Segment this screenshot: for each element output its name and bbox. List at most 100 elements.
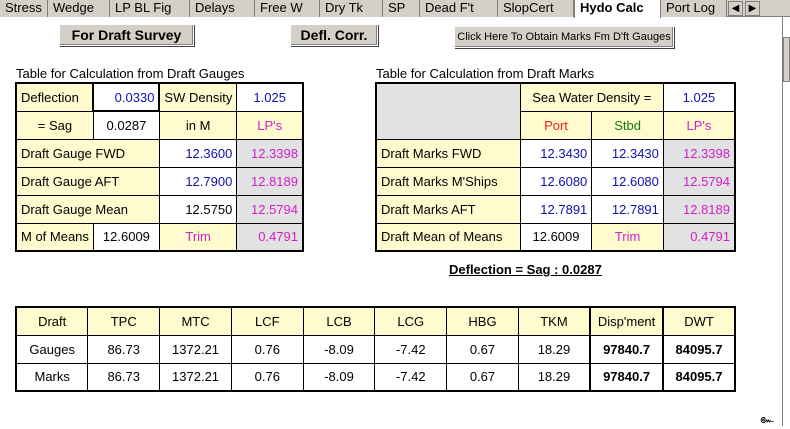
stbd-label: Stbd	[591, 110, 664, 140]
hydro-header-draft: Draft	[15, 306, 89, 336]
hydro-header-lcg: LCG	[374, 306, 448, 336]
sea-water-density-value[interactable]: 1.025	[662, 82, 736, 112]
draft-marks-mships-lp: 12.5794	[662, 166, 736, 196]
sw-density-value[interactable]: 1.025	[236, 82, 304, 112]
scrollbar-thumb[interactable]	[783, 37, 790, 82]
marks-trim-label: Trim	[591, 222, 664, 252]
tab-slopcert[interactable]: SlopCert	[498, 0, 574, 17]
trim-value: 0.4791	[236, 222, 304, 252]
hydro-cell: 0.76	[230, 362, 304, 392]
sag-value: 0.0287	[92, 110, 160, 140]
mean-of-means-value: 12.6009	[92, 222, 160, 252]
hydro-cell: Marks	[15, 362, 89, 392]
draft-marks-fwd-lp: 12.3398	[662, 138, 736, 168]
hydro-header-dwt: DWT	[662, 306, 736, 336]
marks-trim-value: 0.4791	[662, 222, 736, 252]
tab-delays[interactable]: Delays	[190, 0, 255, 17]
tab-hydo-calc[interactable]: Hydo Calc	[574, 0, 661, 18]
hydro-cell: 84095.7	[662, 362, 736, 392]
draft-marks-mships-port[interactable]: 12.6080	[519, 166, 593, 196]
draft-marks-aft-lp: 12.8189	[662, 194, 736, 224]
draft-marks-fwd-port[interactable]: 12.3430	[519, 138, 593, 168]
hydro-cell: 84095.7	[662, 334, 736, 364]
sea-water-density-label: Sea Water Density =	[519, 82, 664, 112]
hydro-cell: 0.76	[230, 334, 304, 364]
lps-label: LP's	[236, 110, 304, 140]
marks-table-title: Table for Calculation from Draft Marks	[376, 66, 595, 81]
defl-corr-button[interactable]: Defl. Corr.	[290, 24, 378, 46]
sheet-tab-strip: Stress Wedge LP BL Fig Delays Free W Dry…	[0, 0, 790, 18]
hydro-cell: -8.09	[302, 334, 376, 364]
hydro-cell: 86.73	[87, 334, 161, 364]
deflection-input[interactable]: 0.0330	[92, 82, 161, 112]
hydro-header-hbg: HBG	[446, 306, 519, 336]
tab-dry-tk[interactable]: Dry Tk	[320, 0, 383, 17]
marks-header-blank	[375, 82, 521, 140]
draft-gauge-fwd-lp: 12.3398	[236, 138, 304, 168]
draft-marks-mships-stbd[interactable]: 12.6080	[591, 166, 664, 196]
marks-table: Sea Water Density = 1.025 Port Stbd LP's…	[375, 82, 736, 252]
hydro-header-dispment: Disp'ment	[589, 306, 664, 336]
tab-wedge[interactable]: Wedge	[48, 0, 110, 17]
hydrostatics-table: Draft TPC MTC LCF LCB LCG HBG TKM Disp'm…	[15, 306, 736, 392]
for-draft-survey-button[interactable]: For Draft Survey	[59, 24, 194, 46]
draft-gauge-mean-value: 12.5750	[158, 194, 238, 224]
draft-gauge-aft-value[interactable]: 12.7900	[158, 166, 238, 196]
tab-lp-bl-fig[interactable]: LP BL Fig	[110, 0, 190, 17]
hydro-cell: 0.67	[446, 362, 519, 392]
deflection-summary: Deflection = Sag : 0.0287	[449, 262, 602, 277]
tab-free-w[interactable]: Free W	[255, 0, 320, 17]
tab-port-log[interactable]: Port Log	[661, 0, 727, 17]
hydro-header-row: Draft TPC MTC LCF LCB LCG HBG TKM Disp'm…	[15, 306, 736, 336]
deflection-label: Deflection	[15, 82, 94, 112]
hydro-cell: -8.09	[302, 362, 376, 392]
port-label: Port	[519, 110, 593, 140]
vertical-scrollbar[interactable]	[782, 17, 790, 426]
sag-label: = Sag	[15, 110, 94, 140]
hydro-cell: -7.42	[374, 362, 448, 392]
gauges-table: Deflection 0.0330 SW Density 1.025 = Sag…	[15, 82, 304, 252]
draft-gauge-mean-lp: 12.5794	[236, 194, 304, 224]
hydro-header-tpc: TPC	[87, 306, 161, 336]
draft-gauge-aft-label: Draft Gauge AFT	[15, 166, 160, 196]
draft-gauge-fwd-value[interactable]: 12.3600	[158, 138, 238, 168]
tab-scroll-arrow-icon[interactable]: ▶	[745, 1, 760, 16]
mean-of-means-label: M of Means	[15, 222, 94, 252]
tab-sp[interactable]: SP	[383, 0, 420, 17]
draft-marks-aft-stbd[interactable]: 12.7891	[591, 194, 664, 224]
tab-stress[interactable]: Stress	[0, 0, 48, 17]
draft-marks-aft-label: Draft Marks AFT	[375, 194, 521, 224]
draft-marks-fwd-stbd[interactable]: 12.3430	[591, 138, 664, 168]
sw-density-label: SW Density	[158, 82, 238, 112]
hydro-cell: 1372.21	[159, 362, 232, 392]
tab-dead-ft[interactable]: Dead F't	[420, 0, 498, 17]
gauges-table-title: Table for Calculation from Draft Gauges	[16, 66, 245, 81]
obtain-marks-button[interactable]: Click Here To Obtain Marks Fm D'ft Gauge…	[454, 26, 674, 48]
hydro-cell: 97840.7	[589, 362, 664, 392]
hydro-header-mtc: MTC	[159, 306, 232, 336]
draft-mean-of-means-value: 12.6009	[519, 222, 593, 252]
in-m-label: in M	[158, 110, 238, 140]
hydro-cell: Gauges	[15, 334, 89, 364]
draft-marks-mships-label: Draft Marks M'Ships	[375, 166, 521, 196]
hydro-cell: 18.29	[517, 362, 591, 392]
draft-marks-fwd-label: Draft Marks FWD	[375, 138, 521, 168]
trim-label: Trim	[158, 222, 238, 252]
hydro-header-tkm: TKM	[517, 306, 591, 336]
hydro-header-lcf: LCF	[230, 306, 304, 336]
hydro-cell: 86.73	[87, 362, 161, 392]
hydro-header-lcb: LCB	[302, 306, 376, 336]
draft-marks-aft-port[interactable]: 12.7891	[519, 194, 593, 224]
hydro-cell: 1372.21	[159, 334, 232, 364]
hydro-cell: 97840.7	[589, 334, 664, 364]
hydro-cell: 0.67	[446, 334, 519, 364]
marks-lps-label: LP's	[662, 110, 736, 140]
table-row: Marks 86.73 1372.21 0.76 -8.09 -7.42 0.6…	[15, 362, 736, 392]
hydro-cell: 18.29	[517, 334, 591, 364]
draft-mean-of-means-label: Draft Mean of Means	[375, 222, 521, 252]
draft-gauge-fwd-label: Draft Gauge FWD	[15, 138, 160, 168]
sheet-marker-icon: ๛	[760, 412, 774, 426]
tab-scroll-arrow-icon[interactable]: ◀	[728, 1, 743, 16]
draft-gauge-mean-label: Draft Gauge Mean	[15, 194, 160, 224]
table-row: Gauges 86.73 1372.21 0.76 -8.09 -7.42 0.…	[15, 334, 736, 364]
